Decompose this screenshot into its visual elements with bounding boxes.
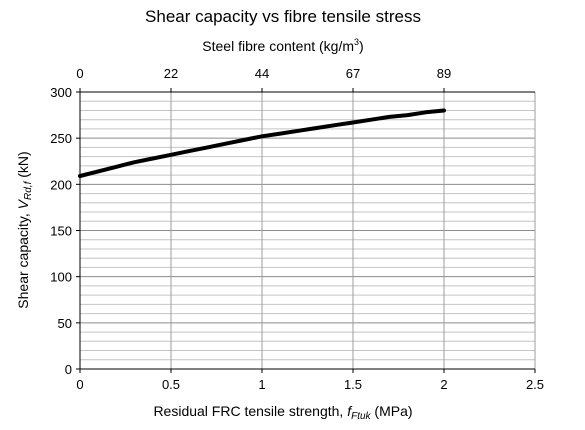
top-tick-label: 67: [346, 66, 360, 81]
x-tick-label: 0: [76, 377, 83, 392]
y-tick-label: 250: [50, 131, 72, 146]
y-tick-label: 50: [58, 316, 72, 331]
axes: [76, 88, 536, 373]
top-tick-label: 0: [76, 66, 83, 81]
x-tick-label: 1.5: [344, 377, 362, 392]
tick-labels: 0 50 100 150 200 250 300 0 0.5 1 1.5 2 2.5 0 22 44 67 89: [50, 66, 544, 392]
top-axis-label: Steel fibre content (kg/m3): [202, 37, 363, 54]
top-tick-label: 44: [255, 66, 269, 81]
y-axis-label: Shear capacity, VRd,f (kN): [15, 151, 34, 308]
top-tick-label: 89: [437, 66, 451, 81]
grid: [79, 91, 536, 370]
x-tick-label: 0.5: [162, 377, 180, 392]
x-axis-label: Residual FRC tensile strength, fFtuk (MP…: [153, 403, 412, 422]
y-tick-label: 100: [50, 270, 72, 285]
series: [78, 108, 446, 178]
chart-title: Shear capacity vs fibre tensile stress: [145, 7, 421, 26]
y-tick-label: 150: [50, 224, 72, 239]
top-tick-label: 22: [164, 66, 178, 81]
x-tick-label: 2.5: [526, 377, 544, 392]
y-tick-label: 200: [50, 177, 72, 192]
y-tick-label: 300: [50, 85, 72, 100]
x-tick-label: 2: [440, 377, 447, 392]
series-line: [78, 108, 446, 178]
x-tick-label: 1: [258, 377, 265, 392]
y-tick-label: 0: [65, 362, 72, 377]
